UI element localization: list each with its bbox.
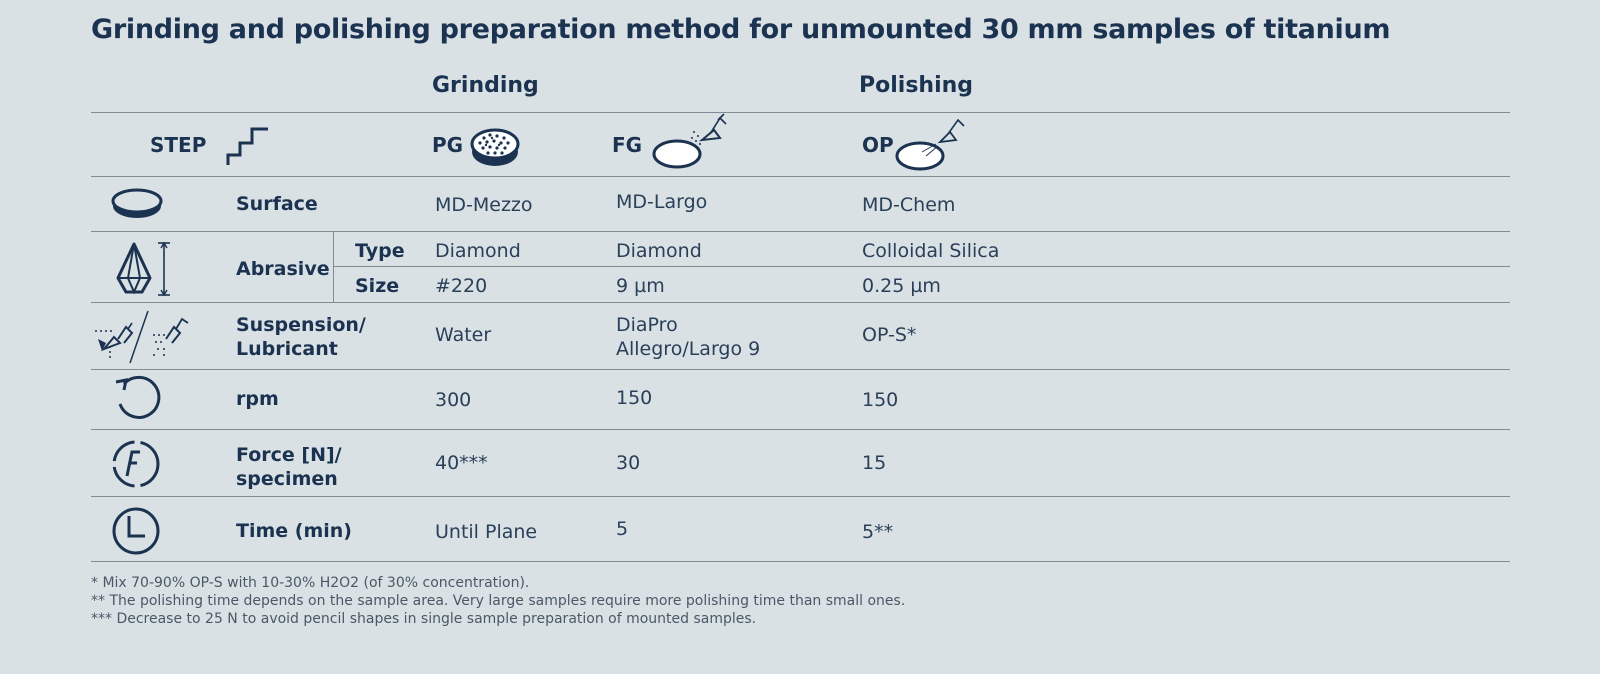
abrasive-size-op: 0.25 µm: [862, 275, 941, 297]
abrasive-size-pg: #220: [435, 275, 488, 297]
force-icon: [112, 440, 160, 488]
time-label: Time (min): [236, 520, 352, 542]
surface-fg: MD-Largo: [616, 191, 708, 213]
suspension-op: OP-S*: [862, 324, 917, 346]
abrasive-divider: [333, 231, 334, 302]
surface-op: MD-Chem: [862, 194, 956, 216]
step-header: STEP: [150, 133, 207, 157]
abrasive-type-op: Colloidal Silica: [862, 240, 1000, 262]
footnote: * Mix 70-90% OP-S with 10-30% H2O2 (of 3…: [91, 575, 530, 591]
grinding-disc-icon: [470, 128, 520, 166]
diamond-abrasive-icon: [116, 241, 170, 297]
suspension-pg: Water: [435, 324, 492, 346]
abrasive-label: Abrasive: [236, 258, 330, 280]
time-pg: Until Plane: [435, 521, 538, 543]
force-fg: 30: [616, 452, 641, 474]
rotation-arrow-icon: [115, 375, 161, 419]
grinding-group-header: Grinding: [432, 73, 539, 98]
table-rule: [91, 302, 1510, 303]
rpm-label: rpm: [236, 388, 279, 410]
force-label-line2: specimen: [236, 468, 338, 490]
disc-icon: [111, 188, 163, 218]
suspension-fg-line1: DiaPro: [616, 314, 678, 336]
table-rule: [91, 369, 1510, 370]
pg-header: PG: [432, 133, 464, 157]
table-rule: [91, 429, 1510, 430]
surface-label: Surface: [236, 193, 318, 215]
polishing-group-header: Polishing: [859, 73, 974, 98]
force-pg: 40***: [435, 452, 488, 474]
table-rule: [91, 231, 1510, 232]
rpm-fg: 150: [616, 387, 653, 409]
disc-with-spray-icon: [652, 113, 727, 169]
suspension-label-line2: Lubricant: [236, 338, 338, 360]
fg-header: FG: [612, 133, 643, 157]
force-op: 15: [862, 452, 887, 474]
suspension-label-line1: Suspension/: [236, 314, 366, 336]
abrasive-type-fg: Diamond: [616, 240, 702, 262]
footnote: *** Decrease to 25 N to avoid pencil sha…: [91, 611, 757, 627]
time-op: 5**: [862, 521, 894, 543]
table-rule: [91, 561, 1510, 562]
surface-pg: MD-Mezzo: [435, 194, 533, 216]
op-header: OP: [862, 133, 894, 157]
time-fg: 5: [616, 518, 629, 540]
table-rule: [91, 176, 1510, 177]
force-label-line1: Force [N]/: [236, 444, 342, 466]
abrasive-type-label: Type: [355, 240, 405, 262]
page-title: Grinding and polishing preparation metho…: [91, 14, 1391, 45]
abrasive-type-pg: Diamond: [435, 240, 521, 262]
rpm-pg: 300: [435, 389, 472, 411]
footnote: ** The polishing time depends on the sam…: [91, 593, 906, 609]
abrasive-size-fg: 9 µm: [616, 275, 665, 297]
rpm-op: 150: [862, 389, 899, 411]
table-rule: [333, 266, 1510, 267]
spray-bottles-icon: [95, 310, 189, 364]
disc-with-spray-icon: [895, 118, 965, 171]
table-rule: [91, 496, 1510, 497]
abrasive-size-label: Size: [355, 275, 400, 297]
clock-icon: [112, 507, 160, 555]
table-rule: [91, 112, 1510, 113]
suspension-fg-line2: Allegro/Largo 9: [616, 338, 761, 360]
staircase-icon: [226, 127, 268, 165]
